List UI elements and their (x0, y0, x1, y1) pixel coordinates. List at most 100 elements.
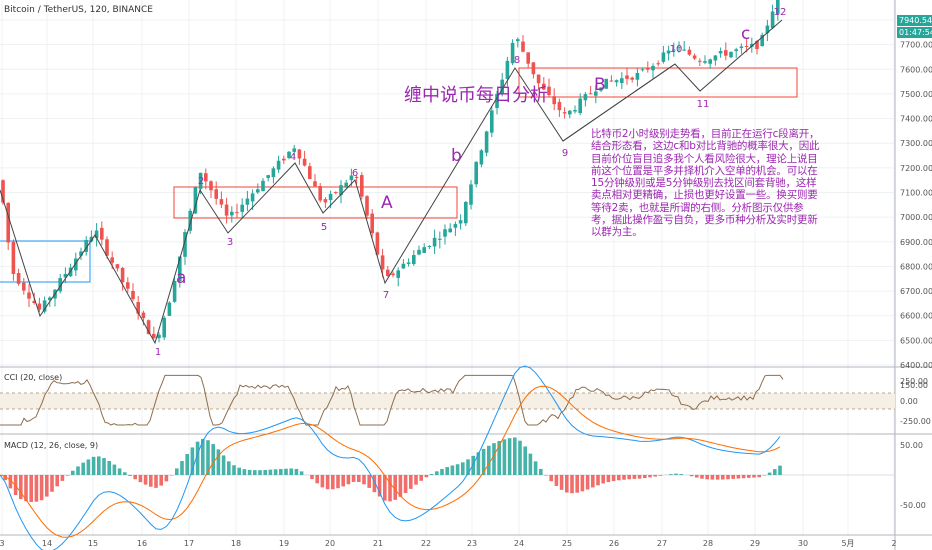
candle-body (490, 110, 494, 133)
macd-histogram-bar (695, 475, 699, 478)
pivot-box-left (0, 240, 91, 283)
macd-histogram-bar (97, 456, 101, 475)
countdown-label: 01:47:54 (899, 28, 932, 37)
candle-body (58, 278, 62, 292)
macd-histogram-bar (669, 474, 673, 475)
macd-histogram-bar (409, 475, 413, 489)
x-tick-label: 16 (137, 539, 147, 548)
cci-tick-label: 250.00 (900, 377, 928, 386)
macd-line (0, 365, 781, 550)
candle-body (588, 93, 593, 95)
candle-body (724, 50, 728, 56)
macd-histogram-bar (133, 475, 137, 480)
candle-body (380, 255, 385, 270)
macd-histogram-bar (487, 445, 491, 475)
macd-histogram-bar (674, 473, 678, 475)
macd-histogram-bar (778, 465, 782, 475)
candle-body (245, 198, 250, 205)
macd-histogram-bar (648, 475, 652, 478)
macd-histogram-bar (310, 475, 314, 480)
candle-body (235, 212, 239, 214)
candle-body (292, 148, 296, 152)
candle-body (536, 74, 541, 84)
candle-body (510, 42, 515, 64)
macd-histogram-bar (497, 441, 501, 475)
candle-body (209, 181, 213, 191)
macd-histogram-bar (565, 475, 569, 493)
macd-histogram-bar (185, 453, 189, 475)
candle-body (599, 87, 603, 91)
x-tick-label: 29 (750, 539, 760, 548)
wave-label: 5 (321, 222, 327, 233)
wave-label: 3 (227, 237, 233, 248)
candle-body (136, 302, 140, 314)
macd-histogram-bar (773, 469, 777, 475)
candle-body (131, 290, 135, 300)
candle-body (302, 158, 307, 166)
macd-histogram-bar (591, 475, 595, 488)
candle-body (193, 186, 198, 214)
macd-histogram-bar (81, 462, 85, 475)
macd-histogram-bar (8, 475, 13, 489)
macd-histogram-bar (247, 469, 252, 475)
candle-body (765, 25, 770, 34)
macd-histogram-bar (388, 475, 392, 502)
candle-body (557, 101, 562, 111)
macd-histogram-bar (357, 475, 361, 482)
candle-body (417, 249, 421, 255)
candle-body (568, 110, 572, 115)
candle-body (183, 232, 187, 257)
macd-histogram-bar (736, 475, 741, 479)
macd-histogram-bar (741, 475, 746, 479)
macd-histogram-bar (331, 475, 335, 490)
macd-histogram-bar (523, 446, 527, 475)
candle-body (427, 246, 432, 248)
candle-body (318, 186, 322, 201)
segment-label-c: c (741, 24, 750, 44)
candle-body (469, 184, 473, 205)
cci-panel (0, 374, 784, 426)
macd-histogram-bar (154, 475, 158, 488)
macd-histogram-bar (549, 475, 553, 482)
macd-histogram-bar (268, 469, 273, 475)
pivot-box-A (173, 186, 458, 219)
candle-body (360, 175, 364, 197)
macd-histogram-bar (372, 475, 377, 493)
macd-histogram-bar (689, 475, 694, 477)
candle-body (63, 273, 68, 278)
candle-body (734, 49, 738, 52)
macd-histogram-bar (658, 475, 663, 476)
symbol-title: Bitcoin / TetherUS, 120, BINANCE (4, 5, 153, 15)
candle-body (105, 239, 109, 256)
candle-body (162, 317, 166, 338)
candle-body (282, 158, 286, 161)
candle-body (198, 172, 203, 189)
macd-histogram-bar (570, 475, 574, 494)
macd-histogram-bar (414, 475, 418, 485)
macd-histogram-bar (518, 440, 522, 475)
macd-histogram-bar (216, 449, 221, 475)
candle-body (152, 333, 156, 339)
macd-histogram-bar (481, 448, 486, 475)
wave-lines (0, 19, 783, 345)
candle-body (1, 180, 5, 203)
candle-body (692, 55, 697, 59)
macd-histogram-bar (273, 469, 278, 475)
macd-histogram-bar (575, 475, 579, 493)
x-tick-label: 14 (42, 539, 52, 548)
candle-body (495, 94, 499, 108)
candle-body (666, 50, 671, 54)
cci-line (0, 374, 784, 426)
macd-histogram-bar (237, 467, 241, 475)
candle-body (438, 238, 442, 240)
macd-histogram-bar (767, 472, 772, 475)
macd-histogram-bar (606, 475, 611, 483)
price-tick-label: 6900.00 (900, 238, 932, 247)
x-tick-label: 2 (891, 539, 896, 548)
macd-histogram-bar (528, 453, 533, 475)
macd-histogram-bar (596, 475, 600, 486)
macd-histogram-bar (128, 475, 132, 476)
candle-body (443, 229, 447, 237)
cci-title: CCI (20, close) (4, 373, 62, 382)
